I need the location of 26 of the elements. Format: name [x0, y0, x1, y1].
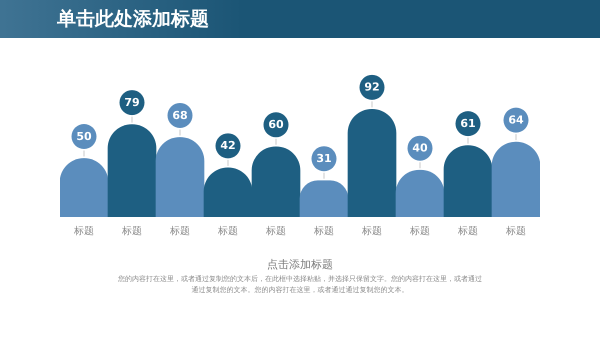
- x-tick-label: 标题: [121, 224, 142, 237]
- x-tick-label: 标题: [505, 224, 526, 237]
- bar: [348, 109, 396, 217]
- x-tick-label: 标题: [409, 224, 430, 237]
- x-tick-label: 标题: [361, 224, 382, 237]
- x-tick-label: 标题: [169, 224, 190, 237]
- x-tick-label: 标题: [313, 224, 334, 237]
- data-label: 60: [268, 118, 284, 132]
- data-label: 40: [412, 142, 428, 155]
- data-label: 42: [220, 139, 236, 152]
- text: 点击添加标题: [266, 257, 334, 272]
- x-tick-label: 标题: [73, 224, 94, 237]
- bar: [156, 137, 204, 217]
- x-tick-label: 标题: [265, 224, 286, 237]
- bar: [492, 142, 540, 217]
- data-label: 50: [76, 130, 92, 143]
- data-label: 68: [172, 108, 188, 122]
- data-label: 61: [460, 116, 476, 130]
- data-label: 92: [364, 80, 380, 94]
- chart-title: 单击此处添加标题: [57, 7, 209, 31]
- data-label: 31: [316, 152, 332, 166]
- x-tick-label: 标题: [217, 224, 238, 237]
- data-label: 64: [508, 113, 524, 126]
- bar: [108, 124, 156, 217]
- data-label: 79: [124, 96, 140, 109]
- x-tick-label: 标题: [457, 224, 478, 237]
